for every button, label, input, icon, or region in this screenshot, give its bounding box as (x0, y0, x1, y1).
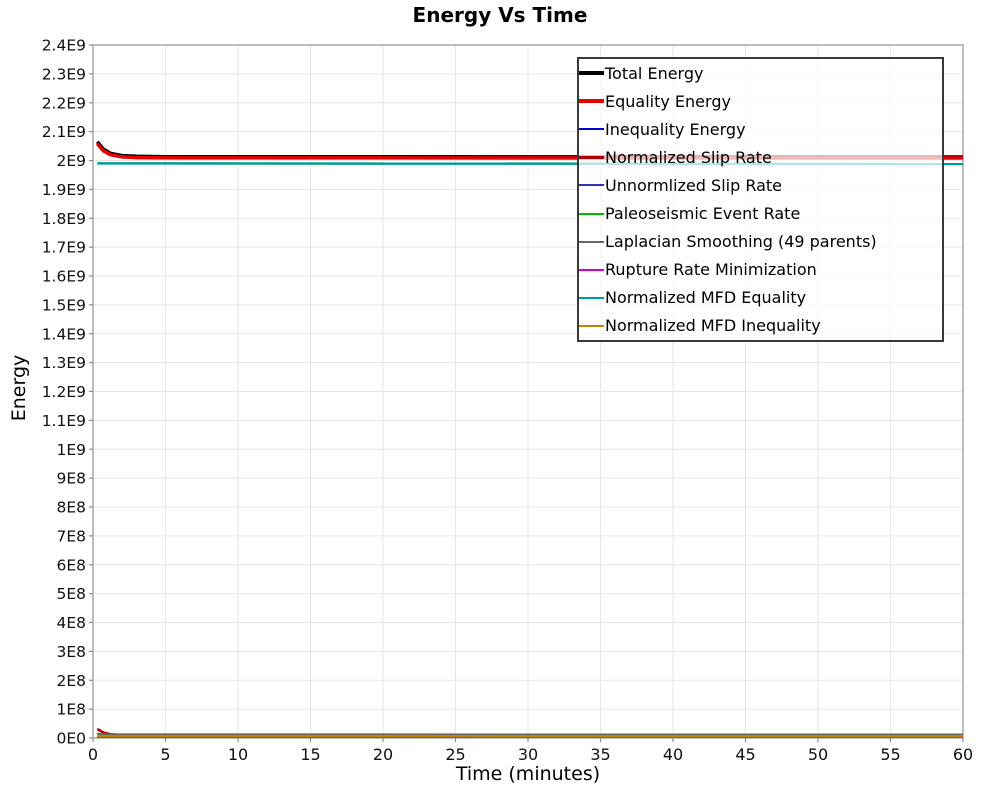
legend-label: Laplacian Smoothing (49 parents) (605, 232, 877, 252)
legend-label: Inequality Energy (605, 119, 746, 139)
legend-line-swatch (579, 99, 604, 103)
legend-label: Normalized Slip Rate (605, 147, 772, 167)
legend-line-swatch (579, 324, 604, 328)
series-line-equality-energy (95, 142, 963, 160)
x-tick-label: 20 (373, 745, 393, 764)
y-tick-label: 1.8E9 (42, 210, 86, 228)
y-tick-label: 2E9 (56, 152, 86, 170)
legend-item: Paleoseismic Event Rate (579, 200, 942, 228)
y-tick-label: 2.1E9 (42, 123, 86, 141)
y-tick-label: 1.2E9 (42, 383, 86, 401)
x-tick-label: 35 (590, 745, 610, 764)
legend-line-swatch (579, 268, 604, 271)
y-tick-label: 1.7E9 (42, 239, 86, 257)
x-tick-label: 55 (880, 745, 900, 764)
x-tick-label: 5 (160, 745, 170, 764)
legend-line-swatch (579, 71, 604, 75)
legend-item: Total Energy (579, 59, 942, 87)
x-tick-label: 30 (518, 745, 538, 764)
x-axis-label: Time (minutes) (455, 763, 601, 785)
y-tick-label: 8E8 (56, 499, 86, 517)
y-tick-label: 2.3E9 (42, 65, 86, 83)
legend-item: Rupture Rate Minimization (579, 256, 942, 284)
legend-item: Normalized Slip Rate (579, 143, 942, 171)
legend-label: Normalized MFD Inequality (605, 316, 821, 336)
legend-label: Total Energy (605, 63, 704, 83)
legend: Total Energy Equality Energy Inequality En… (577, 57, 944, 342)
y-axis-label: Energy (8, 354, 30, 422)
legend-item: Normalized MFD Inequality (579, 312, 942, 340)
legend-item: Normalized MFD Equality (579, 284, 942, 312)
legend-line-swatch (579, 212, 604, 215)
legend-label: Rupture Rate Minimization (605, 260, 817, 280)
x-tick-label: 25 (445, 745, 465, 764)
y-tick-label: 1E8 (56, 701, 86, 719)
x-tick-label: 15 (300, 745, 320, 764)
legend-label: Paleoseismic Event Rate (605, 204, 801, 224)
x-tick-label: 10 (228, 745, 248, 764)
y-tick-label: 2.2E9 (42, 94, 86, 112)
y-tick-label: 1.9E9 (42, 181, 86, 199)
x-tick-label: 45 (735, 745, 755, 764)
y-tick-label: 7E8 (56, 527, 86, 545)
legend-line-swatch (579, 240, 604, 243)
y-tick-label: 1.4E9 (42, 325, 86, 343)
legend-line-swatch (579, 184, 604, 187)
legend-item: Laplacian Smoothing (49 parents) (579, 228, 942, 256)
legend-item: Equality Energy (579, 87, 942, 115)
legend-line-swatch (579, 296, 604, 300)
y-tick-label: 2.4E9 (42, 37, 86, 55)
legend-line-swatch (579, 127, 604, 131)
y-tick-label: 4E8 (56, 614, 86, 632)
y-tick-label: 5E8 (56, 585, 86, 603)
y-tick-label: 6E8 (56, 556, 86, 574)
legend-item: Unnormlized Slip Rate (579, 171, 942, 199)
y-tick-label: 1.1E9 (42, 412, 86, 430)
legend-item: Inequality Energy (579, 115, 942, 143)
y-tick-label: 1.3E9 (42, 354, 86, 372)
y-tick-label: 1.5E9 (42, 296, 86, 314)
y-tick-label: 2E8 (56, 672, 86, 690)
x-tick-label: 40 (663, 745, 683, 764)
x-tick-label: 60 (953, 745, 973, 764)
x-tick-label: 0 (88, 745, 98, 764)
legend-line-swatch (579, 156, 604, 159)
legend-label: Unnormlized Slip Rate (605, 175, 783, 195)
legend-label: Equality Energy (605, 91, 731, 111)
chart-title: Energy Vs Time (412, 3, 588, 27)
x-tick-label: 50 (808, 745, 828, 764)
y-tick-label: 9E8 (56, 470, 86, 488)
y-tick-label: 1E9 (56, 441, 86, 459)
y-tick-label: 3E8 (56, 643, 86, 661)
y-tick-label: 1.6E9 (42, 268, 86, 286)
legend-label: Normalized MFD Equality (605, 288, 807, 308)
y-tick-label: 0E0 (56, 730, 86, 748)
